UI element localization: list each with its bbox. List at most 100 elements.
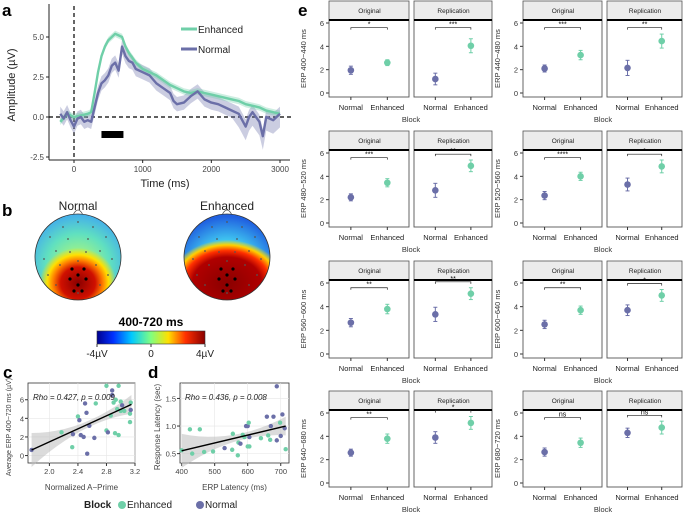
data-point-normal: [105, 430, 111, 435]
legend-key-enhanced: [118, 501, 126, 509]
x-tick-label: Enhanced: [564, 493, 598, 502]
data-point-enhanced: [113, 397, 118, 402]
y-tick-label: 2: [514, 456, 518, 465]
electrode-dot: [256, 274, 258, 276]
y-tick-label: 1.5: [166, 394, 176, 403]
y-tick-label: 4: [514, 42, 518, 51]
data-point-enhanced: [267, 437, 273, 443]
panel-label-a: a: [2, 1, 12, 20]
erp-timecourse-chart: -2.5 0.0 2.5 5.0 0 1000 2000 3000 Time (ms) Ampli…: [6, 4, 292, 190]
significance-bracket: [544, 27, 581, 30]
correlation-annotation: Rho = 0.436, p = 0.008: [185, 393, 267, 402]
y-axis-label: ERP 440−480 ms: [493, 29, 502, 88]
electrode-dot: [218, 251, 220, 253]
x-tick-label: Enhanced: [645, 103, 679, 112]
erp-window-panel: 0 2 4 6 ERP 440−480 ms Original Normal Enhanced…: [493, 0, 683, 124]
electrode-dot: [62, 226, 64, 228]
significance-label: **: [366, 282, 372, 289]
x-tick-label: Enhanced: [370, 493, 404, 502]
facet-replication: Replication Normal Enhanced *: [606, 130, 683, 242]
facet-original: Original Normal Enhanced **: [522, 260, 603, 373]
x-axis-label: Block: [594, 245, 613, 254]
y-axis-label: ERP 400−440 ms: [299, 29, 308, 88]
y-tick-label: 0.0: [33, 113, 45, 122]
significance-label: **: [642, 22, 648, 29]
data-point-normal: [81, 434, 86, 440]
data-point-enhanced: [112, 431, 118, 436]
data-point-enhanced: [104, 383, 109, 388]
facet-strip-label: Original: [358, 398, 381, 405]
x-tick-label: Normal: [339, 103, 364, 112]
facet-replication: Replication Normal Enhanced **: [413, 130, 493, 242]
block-legend: Block Enhanced Normal: [84, 500, 237, 511]
y-tick-label: 4: [514, 432, 518, 441]
x-tick-label: Normal: [533, 493, 558, 502]
y-axis-label: ERP 560−600 ms: [299, 289, 308, 348]
facet-strip-label: Replication: [629, 398, 662, 405]
panel-label-b: b: [2, 201, 12, 220]
x-tick-label: 500: [208, 467, 221, 476]
colorbar: [96, 330, 206, 345]
legend-label-enhanced: Enhanced: [127, 500, 172, 511]
significant-electrode-dot: [219, 267, 223, 271]
electrode-dot: [226, 260, 228, 262]
mean-point-enhanced: [384, 305, 391, 313]
y-tick-label: 2: [320, 456, 324, 465]
mean-point-normal: [541, 321, 548, 328]
significance-bracket: [434, 27, 472, 30]
y-tick-label: 5.0: [33, 33, 45, 42]
mean-point-normal: [624, 181, 631, 188]
data-point-enhanced: [277, 420, 283, 425]
electrode-dot: [248, 284, 250, 286]
data-point-enhanced: [265, 433, 271, 438]
electrode-dot: [196, 274, 198, 276]
significance-bracket: [350, 287, 388, 290]
mean-point-normal: [347, 194, 355, 201]
topomap-hotspot: [184, 239, 270, 300]
electrode-dot: [244, 264, 246, 266]
facet-plot-area: [522, 149, 603, 228]
significance-bracket: [350, 157, 388, 160]
x-tick-label: 2.0: [44, 467, 54, 476]
facet-strip-label: Replication: [629, 8, 662, 15]
facet-replication: Replication Normal Enhanced *: [606, 260, 683, 373]
facet-plot-area: [413, 409, 493, 488]
significant-electrode-dot: [225, 273, 229, 277]
mean-point-enhanced: [467, 42, 475, 50]
regression-line: [181, 425, 286, 452]
x-axis-label: Block: [402, 115, 421, 124]
data-point-normal: [274, 384, 279, 389]
significance-label: *: [643, 148, 646, 155]
data-point-enhanced: [197, 427, 203, 432]
y-tick-label: 4: [514, 172, 518, 181]
facet-replication: Replication Normal Enhanced ns: [606, 390, 683, 502]
significant-electrode-dot: [82, 267, 86, 271]
significance-bracket: [434, 410, 472, 413]
x-tick-label: Normal: [423, 103, 448, 112]
colorbar-title: 400-720 ms: [119, 315, 184, 329]
facet-original: Original Normal Enhanced ****: [522, 130, 603, 242]
y-axis-label: Amplitude (µV): [6, 49, 18, 122]
mean-point-enhanced: [467, 419, 475, 427]
panel-label-d: d: [148, 363, 158, 382]
x-tick-label: Normal: [615, 364, 640, 373]
x-tick-label: Normal: [423, 233, 448, 242]
facet-plot-area: [328, 279, 410, 359]
y-tick-label: 2: [320, 66, 324, 75]
y-tick-label: 6: [320, 409, 324, 418]
facet-plot-area: [522, 279, 603, 359]
facet-plot-area: [413, 279, 493, 359]
mean-point-normal: [541, 192, 548, 199]
electrode-dot: [198, 236, 200, 238]
significant-electrode-dot: [80, 289, 84, 293]
y-tick-label: 4: [320, 172, 324, 181]
erp-window-panel: 0 2 4 6 ERP 480−520 ms Original Normal Enhanced…: [299, 130, 493, 254]
facet-replication: Replication Normal Enhanced **: [606, 0, 683, 112]
y-tick-label: 6: [320, 19, 324, 28]
facet-plot-area: [606, 409, 683, 488]
y-axis-label: ERP 480−520 ms: [299, 159, 308, 218]
facet-strip-label: Replication: [437, 138, 470, 145]
y-tick-label: 6: [320, 279, 324, 288]
electrode-dot: [204, 250, 206, 252]
mean-point-normal: [347, 66, 355, 74]
